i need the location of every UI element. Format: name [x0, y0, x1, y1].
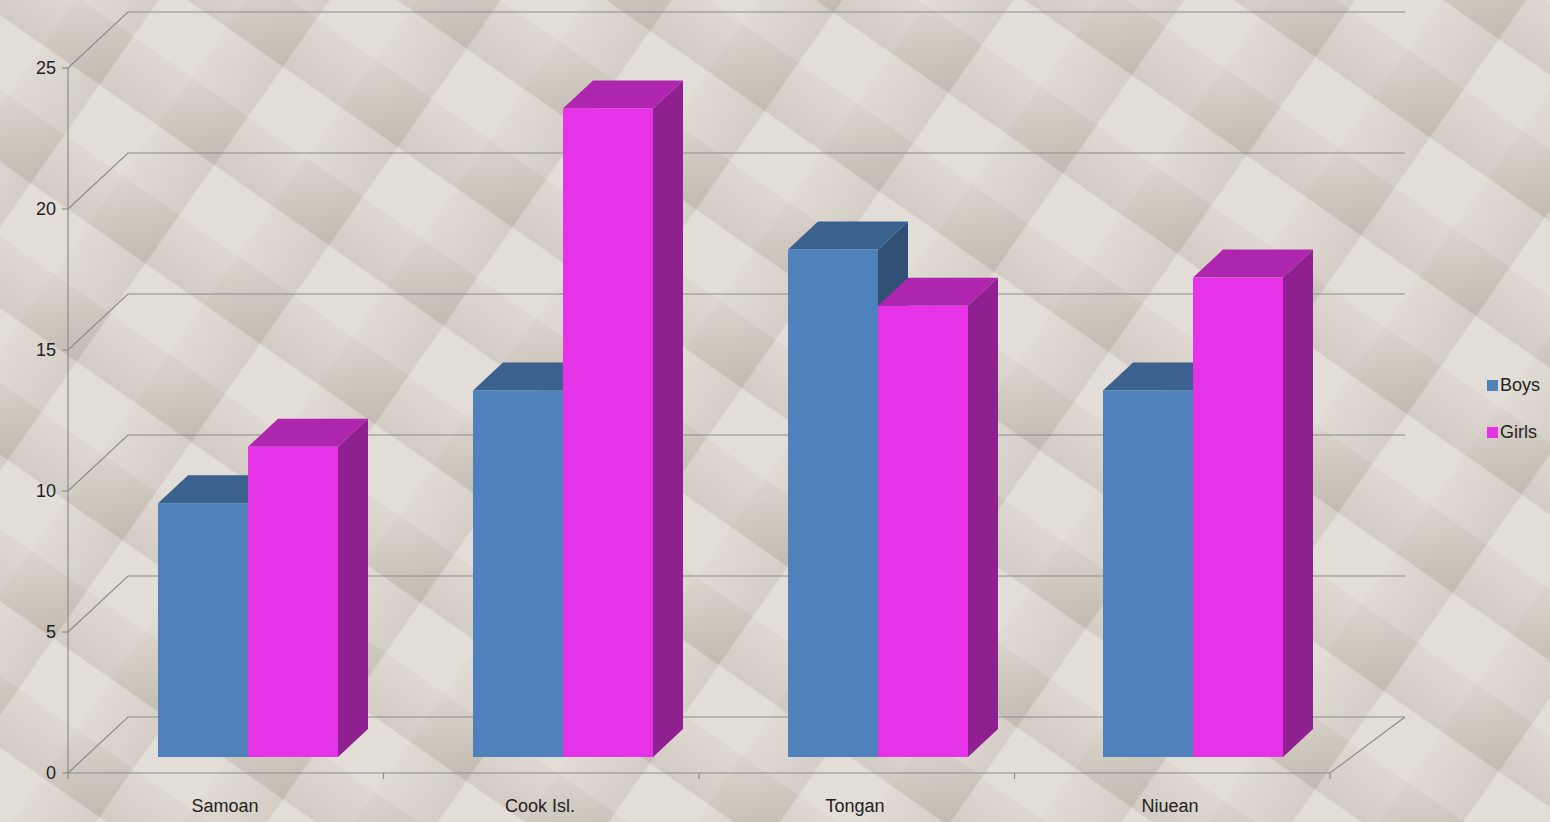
- tick-label: 20: [36, 199, 56, 219]
- grid: [62, 12, 1405, 773]
- bar-top: [788, 221, 908, 249]
- category-divider: [1014, 773, 1015, 779]
- category-label: Cook Isl.: [505, 796, 575, 816]
- tick-mark: [62, 631, 68, 632]
- category-label: Tongan: [825, 796, 884, 816]
- grid-line: [68, 12, 1405, 68]
- legend-label: Boys: [1500, 375, 1540, 395]
- tick-mark: [62, 772, 68, 773]
- category-divider: [1329, 773, 1330, 779]
- bar-front: [1193, 278, 1283, 757]
- bar: [878, 278, 998, 757]
- category-label: Niuean: [1141, 796, 1198, 816]
- bar-top: [1193, 250, 1313, 278]
- tick-label: 0: [46, 763, 56, 783]
- legend-swatch: [1487, 427, 1498, 438]
- legend-swatch: [1487, 380, 1498, 391]
- bar-front: [878, 306, 968, 757]
- bar-front: [1103, 390, 1193, 757]
- bar-top: [248, 419, 368, 447]
- bar-front: [563, 108, 653, 757]
- bar-front: [248, 447, 338, 757]
- chart: 0 5 10 15 20 25 Samoan Cook Isl. Tongan Niuean Boy…: [0, 0, 1550, 822]
- bar-side: [968, 278, 998, 757]
- bar-side: [653, 80, 683, 757]
- grid-line: [68, 153, 1405, 209]
- category-divider: [698, 773, 699, 779]
- bar: [248, 419, 368, 757]
- bar: [563, 80, 683, 757]
- category-divider: [383, 773, 384, 779]
- bar-top: [563, 80, 683, 108]
- tick-mark: [62, 67, 68, 68]
- bar-side: [1283, 250, 1313, 757]
- tick-label: 25: [36, 58, 56, 78]
- bar-front: [788, 249, 878, 757]
- legend: Boys Girls: [1487, 375, 1540, 442]
- tick-label: 15: [36, 340, 56, 360]
- tick-label: 10: [36, 481, 56, 501]
- bar-front: [158, 503, 248, 757]
- bars: [158, 80, 1313, 757]
- bar: [1193, 250, 1313, 757]
- category-label: Samoan: [191, 796, 258, 816]
- y-axis: [67, 68, 68, 773]
- tick-label: 5: [46, 622, 56, 642]
- tick-mark: [62, 490, 68, 491]
- tick-mark: [62, 349, 68, 350]
- category-divider: [67, 773, 68, 779]
- legend-label: Girls: [1500, 422, 1537, 442]
- bar-side: [338, 419, 368, 757]
- bar-front: [473, 390, 563, 757]
- bar-top: [878, 278, 998, 306]
- tick-mark: [62, 208, 68, 209]
